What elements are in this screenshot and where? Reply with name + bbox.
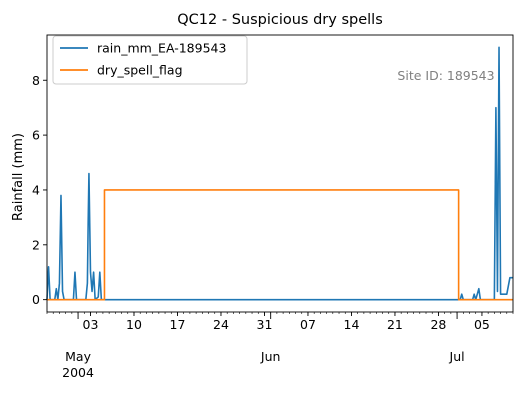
series-line-1 bbox=[47, 189, 513, 301]
y-axis-label: Rainfall (mm) bbox=[11, 133, 26, 221]
x-tick-label: 10 bbox=[126, 317, 142, 332]
x-tick-label: 14 bbox=[344, 317, 360, 332]
month-label: Jul bbox=[449, 349, 465, 364]
month-label: May bbox=[65, 349, 91, 364]
legend-label: dry_spell_flag bbox=[97, 63, 183, 78]
year-label: 2004 bbox=[62, 365, 94, 380]
y-axis-ticks: 0 2 4 6 8 bbox=[32, 73, 47, 307]
legend: rain_mm_EA-189543 dry_spell_flag bbox=[52, 35, 248, 85]
x-tick-label: 03 bbox=[83, 317, 99, 332]
legend-label: rain_mm_EA-189543 bbox=[97, 41, 226, 56]
x-tick-label: 05 bbox=[474, 317, 490, 332]
x-tick-label: 24 bbox=[213, 317, 229, 332]
chart-title: QC12 - Suspicious dry spells bbox=[177, 12, 383, 28]
y-tick-label: 8 bbox=[32, 73, 40, 88]
plot-frame bbox=[46, 34, 514, 313]
site-id-annotation: Site ID: 189543 bbox=[397, 68, 494, 83]
legend-frame bbox=[52, 35, 248, 85]
x-tick-label: 21 bbox=[387, 317, 403, 332]
series-layer bbox=[46, 46, 513, 301]
x-tick-label: 28 bbox=[430, 317, 446, 332]
x-tick-label: 17 bbox=[170, 317, 186, 332]
x-tick-label: 07 bbox=[300, 317, 316, 332]
y-tick-label: 6 bbox=[32, 128, 40, 143]
month-label: Jun bbox=[260, 349, 281, 364]
y-tick-label: 0 bbox=[32, 292, 40, 307]
y-tick-label: 2 bbox=[32, 237, 40, 252]
x-axis-ticks: 03 10 17 24 31 07 14 21 28 05 bbox=[46, 312, 514, 332]
y-tick-label: 4 bbox=[32, 182, 40, 197]
x-tick-label: 31 bbox=[257, 317, 273, 332]
